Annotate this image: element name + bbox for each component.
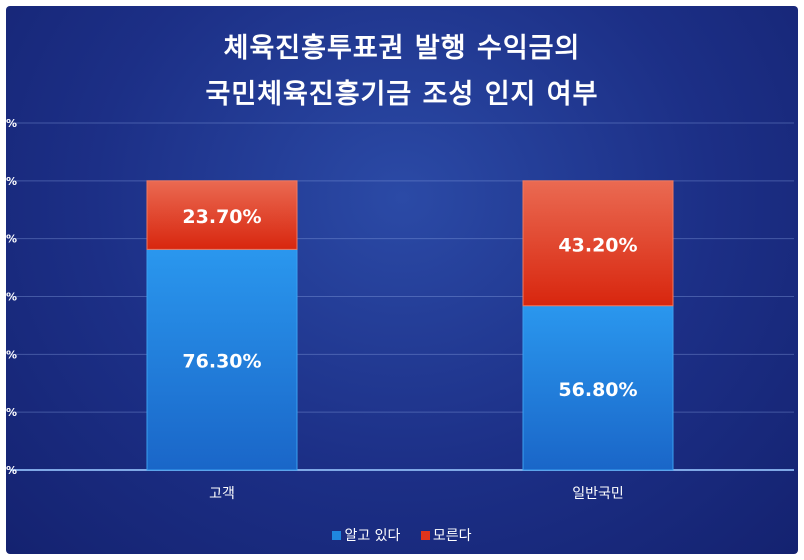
data-label: 43.20% bbox=[558, 234, 637, 256]
chart-frame: 체육진흥투표권 발행 수익금의 국민체육진흥기금 조성 인지 여부 %%%%%%… bbox=[6, 6, 798, 554]
x-tick-label: 일반국민 bbox=[572, 486, 624, 502]
legend-swatch-unknown bbox=[420, 531, 430, 540]
legend-item-unknown: 모른다 bbox=[420, 525, 472, 545]
legend: 알고 있다 모른다 bbox=[6, 525, 798, 545]
bar-known-0 bbox=[146, 248, 298, 471]
chart-title-line-1: 체육진흥투표권 발행 수익금의 bbox=[223, 33, 581, 64]
y-tick-label: % bbox=[6, 233, 17, 246]
chart-title-line-2: 국민체육진흥기금 조성 인지 여부 bbox=[205, 79, 599, 110]
legend-label-unknown: 모른다 bbox=[432, 528, 472, 544]
legend-label-known: 알고 있다 bbox=[344, 528, 401, 544]
y-tick-label: % bbox=[6, 291, 17, 304]
y-tick-label: % bbox=[6, 348, 17, 361]
y-tick-label: % bbox=[6, 406, 17, 419]
bar-known-1 bbox=[522, 305, 674, 471]
chart-plot: %%%%%%% 76.30% 23.70% 고객 56.80% 43.20% 일반국민 bbox=[6, 117, 794, 502]
y-tick-label: % bbox=[6, 175, 17, 188]
data-label: 76.30% bbox=[182, 351, 261, 373]
data-label: 23.70% bbox=[182, 206, 261, 228]
bar-unknown-1 bbox=[522, 180, 674, 307]
x-tick-label: 고객 bbox=[209, 486, 235, 502]
bar-unknown-0 bbox=[146, 180, 298, 250]
legend-swatch-known bbox=[332, 531, 342, 540]
data-label: 56.80% bbox=[558, 379, 637, 401]
legend-item-known: 알고 있다 bbox=[332, 525, 400, 545]
y-tick-label: % bbox=[6, 117, 17, 130]
y-tick-label: % bbox=[6, 464, 17, 477]
